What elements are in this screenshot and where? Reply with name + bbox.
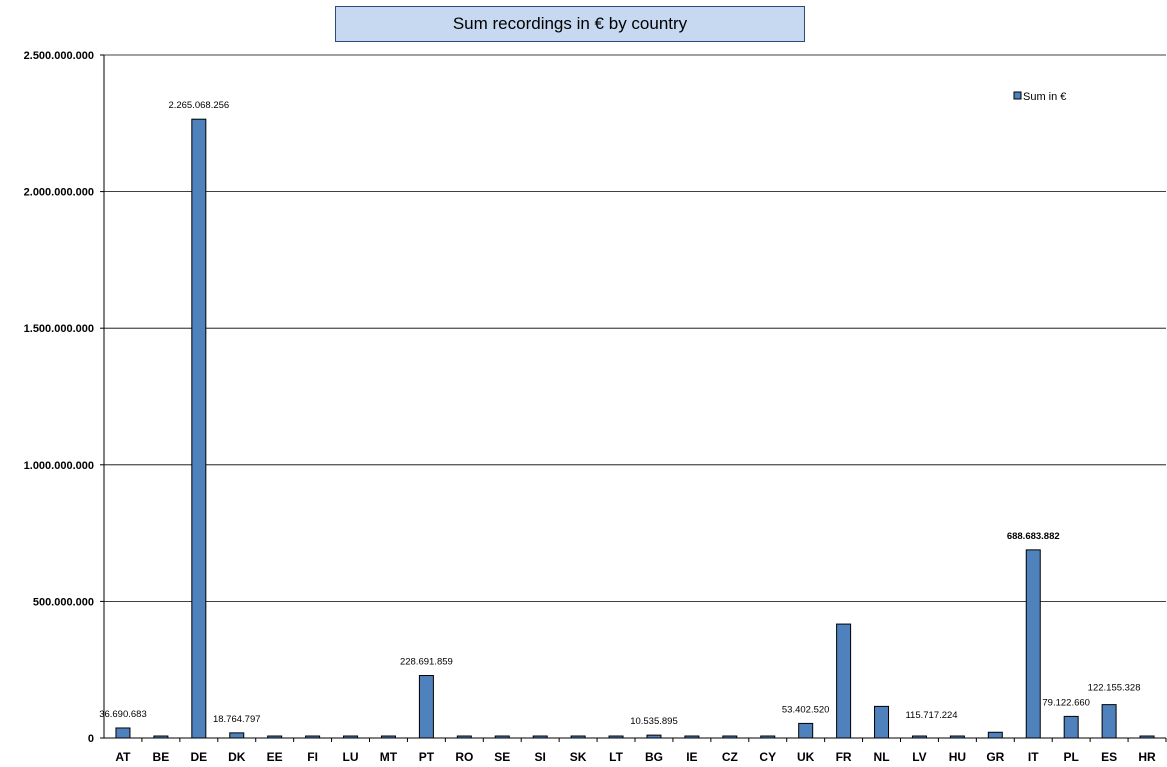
legend-swatch bbox=[1013, 91, 1022, 100]
x-tick-label: RO bbox=[455, 750, 473, 764]
data-label: 36.690.683 bbox=[99, 709, 147, 720]
x-tick-label: PL bbox=[1064, 750, 1079, 764]
x-tick-label: NL bbox=[874, 750, 890, 764]
y-tick-label: 0 bbox=[88, 733, 94, 745]
bar bbox=[987, 731, 1003, 739]
x-tick-label: LU bbox=[343, 750, 359, 764]
x-tick-label: HU bbox=[949, 750, 966, 764]
bar bbox=[836, 623, 852, 739]
x-tick-label: ES bbox=[1101, 750, 1117, 764]
x-tick-label: FR bbox=[836, 750, 852, 764]
x-tick-label: LV bbox=[912, 750, 926, 764]
x-axis-tick-labels: AT BE DE DK EE FI LU MT PT RO SE SI SK LT BG IE CZ CY UK FR… bbox=[115, 750, 1156, 764]
data-label: 2.265.068.256 bbox=[168, 100, 229, 111]
x-tick-label: IE bbox=[686, 750, 697, 764]
axes bbox=[103, 55, 1167, 742]
y-tick-label: 2.500.000.000 bbox=[24, 50, 94, 62]
data-label: 122.155.328 bbox=[1088, 683, 1141, 694]
x-tick-label: GR bbox=[986, 750, 1004, 764]
x-tick-label: AT bbox=[115, 750, 131, 764]
legend: Sum in € bbox=[1013, 91, 1066, 103]
x-tick-label: DK bbox=[228, 750, 246, 764]
x-tick-label: CY bbox=[759, 750, 776, 764]
grid-lines bbox=[100, 54, 1166, 739]
x-tick-label: LT bbox=[609, 750, 623, 764]
bar bbox=[1101, 704, 1117, 739]
bars bbox=[115, 118, 1155, 739]
bar bbox=[115, 727, 131, 739]
data-label: 688.683.882 bbox=[1007, 531, 1060, 542]
bar bbox=[229, 732, 245, 739]
data-label: 10.535.895 bbox=[630, 716, 678, 727]
y-axis-tick-labels: 0 500.000.000 1.000.000.000 1.500.000.000 2.… bbox=[24, 50, 94, 745]
x-tick-label: SK bbox=[570, 750, 587, 764]
x-tick-label: DE bbox=[190, 750, 207, 764]
x-tick-label: FI bbox=[307, 750, 318, 764]
data-label: 18.764.797 bbox=[213, 714, 261, 725]
y-tick-label: 500.000.000 bbox=[33, 596, 94, 608]
x-tick-label: BE bbox=[153, 750, 170, 764]
bar bbox=[418, 675, 434, 739]
x-tick-label: IT bbox=[1028, 750, 1039, 764]
x-tick-label: EE bbox=[267, 750, 283, 764]
x-tick-label: HR bbox=[1138, 750, 1156, 764]
x-tick-label: SE bbox=[494, 750, 510, 764]
bar bbox=[1063, 715, 1079, 739]
data-label: 115.717.224 bbox=[905, 710, 957, 721]
bar bbox=[191, 118, 207, 739]
data-label: 53.402.520 bbox=[782, 704, 830, 715]
x-tick-label: MT bbox=[380, 750, 398, 764]
x-tick-label: BG bbox=[645, 750, 663, 764]
x-tick-label: UK bbox=[797, 750, 815, 764]
x-tick-label: CZ bbox=[722, 750, 738, 764]
x-tick-label: PT bbox=[419, 750, 435, 764]
data-label: 79.122.660 bbox=[1042, 697, 1090, 708]
y-tick-label: 1.500.000.000 bbox=[24, 323, 94, 335]
data-labels: 36.690.683 2.265.068.256 18.764.797 228.691… bbox=[99, 100, 1140, 727]
bar bbox=[798, 722, 814, 739]
chart-title: Sum recordings in € by country bbox=[335, 6, 805, 42]
bar bbox=[1025, 549, 1041, 739]
data-label: 228.691.859 bbox=[400, 657, 453, 668]
y-tick-label: 2.000.000.000 bbox=[24, 187, 94, 199]
bar bbox=[874, 705, 890, 739]
x-tick-label: SI bbox=[535, 750, 546, 764]
legend-label: Sum in € bbox=[1023, 91, 1066, 103]
y-tick-label: 1.000.000.000 bbox=[24, 460, 94, 472]
